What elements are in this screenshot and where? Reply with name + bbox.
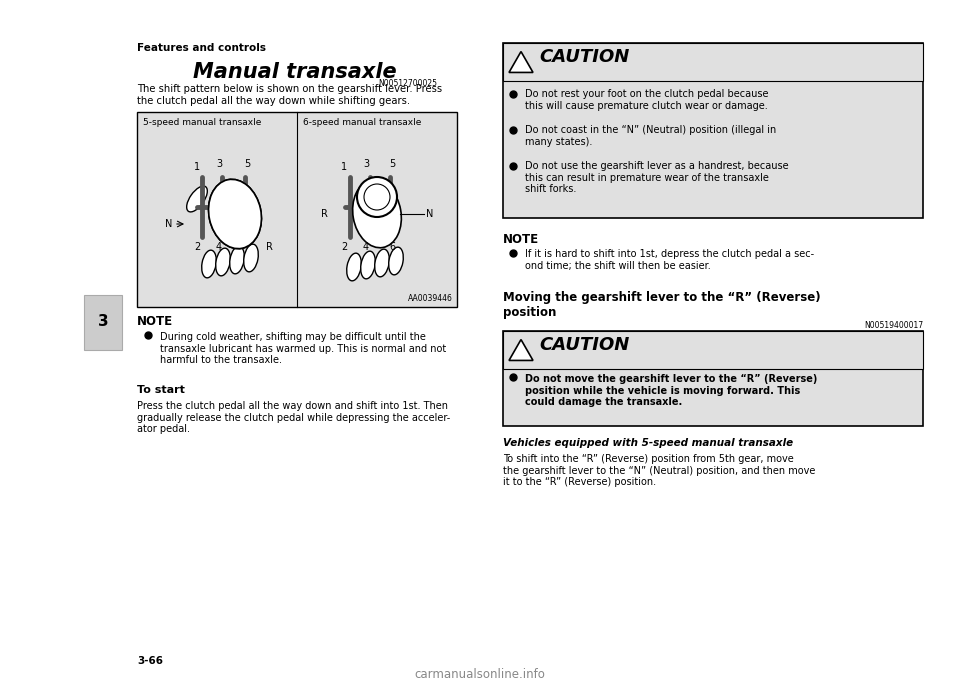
Polygon shape <box>509 52 533 73</box>
Ellipse shape <box>229 246 244 274</box>
FancyBboxPatch shape <box>84 295 122 350</box>
Text: 4: 4 <box>216 242 222 252</box>
Ellipse shape <box>347 253 361 281</box>
Text: 2: 2 <box>194 242 200 252</box>
Ellipse shape <box>202 250 216 278</box>
Text: N00519400017: N00519400017 <box>864 321 923 330</box>
Ellipse shape <box>186 186 207 212</box>
Text: 3: 3 <box>216 159 222 169</box>
FancyBboxPatch shape <box>503 43 923 218</box>
Text: Do not coast in the “N” (Neutral) position (illegal in
many states).: Do not coast in the “N” (Neutral) positi… <box>525 125 777 146</box>
Text: R: R <box>266 242 273 252</box>
Text: CAUTION: CAUTION <box>539 48 630 66</box>
FancyBboxPatch shape <box>503 331 923 369</box>
Ellipse shape <box>208 180 261 249</box>
Text: 5-speed manual transaxle: 5-speed manual transaxle <box>143 118 261 127</box>
Text: The shift pattern below is shown on the gearshift lever. Press
the clutch pedal : The shift pattern below is shown on the … <box>137 84 443 106</box>
Text: Press the clutch pedal all the way down and shift into 1st. Then
gradually relea: Press the clutch pedal all the way down … <box>137 401 450 434</box>
Text: If it is hard to shift into 1st, depress the clutch pedal a sec-
ond time; the s: If it is hard to shift into 1st, depress… <box>525 249 814 271</box>
Text: 5: 5 <box>389 159 396 169</box>
Text: 3: 3 <box>98 315 108 330</box>
Text: CAUTION: CAUTION <box>539 336 630 354</box>
Text: carmanualsonline.info: carmanualsonline.info <box>415 668 545 678</box>
Text: Moving the gearshift lever to the “R” (Reverse)
position: Moving the gearshift lever to the “R” (R… <box>503 291 821 319</box>
Polygon shape <box>509 340 533 361</box>
Ellipse shape <box>374 249 390 277</box>
Ellipse shape <box>216 248 230 276</box>
Circle shape <box>357 177 397 217</box>
Text: AA0039446: AA0039446 <box>408 294 453 303</box>
Text: R: R <box>321 209 327 219</box>
Text: 5: 5 <box>244 159 251 169</box>
Text: !: ! <box>518 59 523 69</box>
Ellipse shape <box>352 180 401 247</box>
FancyBboxPatch shape <box>503 43 923 81</box>
Text: Do not rest your foot on the clutch pedal because
this will cause premature clut: Do not rest your foot on the clutch peda… <box>525 89 769 111</box>
FancyBboxPatch shape <box>137 112 457 307</box>
Text: 3-66: 3-66 <box>137 656 163 666</box>
Text: 2: 2 <box>341 242 348 252</box>
Text: Vehicles equipped with 5-speed manual transaxle: Vehicles equipped with 5-speed manual tr… <box>503 438 793 448</box>
Text: N00512700025: N00512700025 <box>378 79 437 88</box>
Text: N: N <box>165 219 173 229</box>
Text: 6: 6 <box>389 242 396 252</box>
Text: During cold weather, shifting may be difficult until the
transaxle lubricant has: During cold weather, shifting may be dif… <box>160 332 446 365</box>
Text: 4: 4 <box>363 242 369 252</box>
FancyBboxPatch shape <box>503 331 923 426</box>
Text: Do not move the gearshift lever to the “R” (Reverse)
position while the vehicle : Do not move the gearshift lever to the “… <box>525 374 817 407</box>
Text: 3: 3 <box>363 159 369 169</box>
Text: 1: 1 <box>341 162 348 172</box>
Text: Do not use the gearshift lever as a handrest, because
this can result in prematu: Do not use the gearshift lever as a hand… <box>525 161 788 194</box>
Text: NOTE: NOTE <box>503 233 540 246</box>
Text: Features and controls: Features and controls <box>137 43 266 53</box>
Text: To start: To start <box>137 385 185 395</box>
Text: Manual transaxle: Manual transaxle <box>193 62 396 82</box>
Text: To shift into the “R” (Reverse) position from 5th gear, move
the gearshift lever: To shift into the “R” (Reverse) position… <box>503 454 815 487</box>
Text: !: ! <box>518 347 523 357</box>
Ellipse shape <box>244 244 258 272</box>
Ellipse shape <box>389 247 403 275</box>
Text: NOTE: NOTE <box>137 315 173 328</box>
Text: 1: 1 <box>194 162 200 172</box>
Text: 6-speed manual transaxle: 6-speed manual transaxle <box>303 118 421 127</box>
Ellipse shape <box>208 180 261 249</box>
Ellipse shape <box>361 251 375 279</box>
Text: N: N <box>426 209 434 219</box>
